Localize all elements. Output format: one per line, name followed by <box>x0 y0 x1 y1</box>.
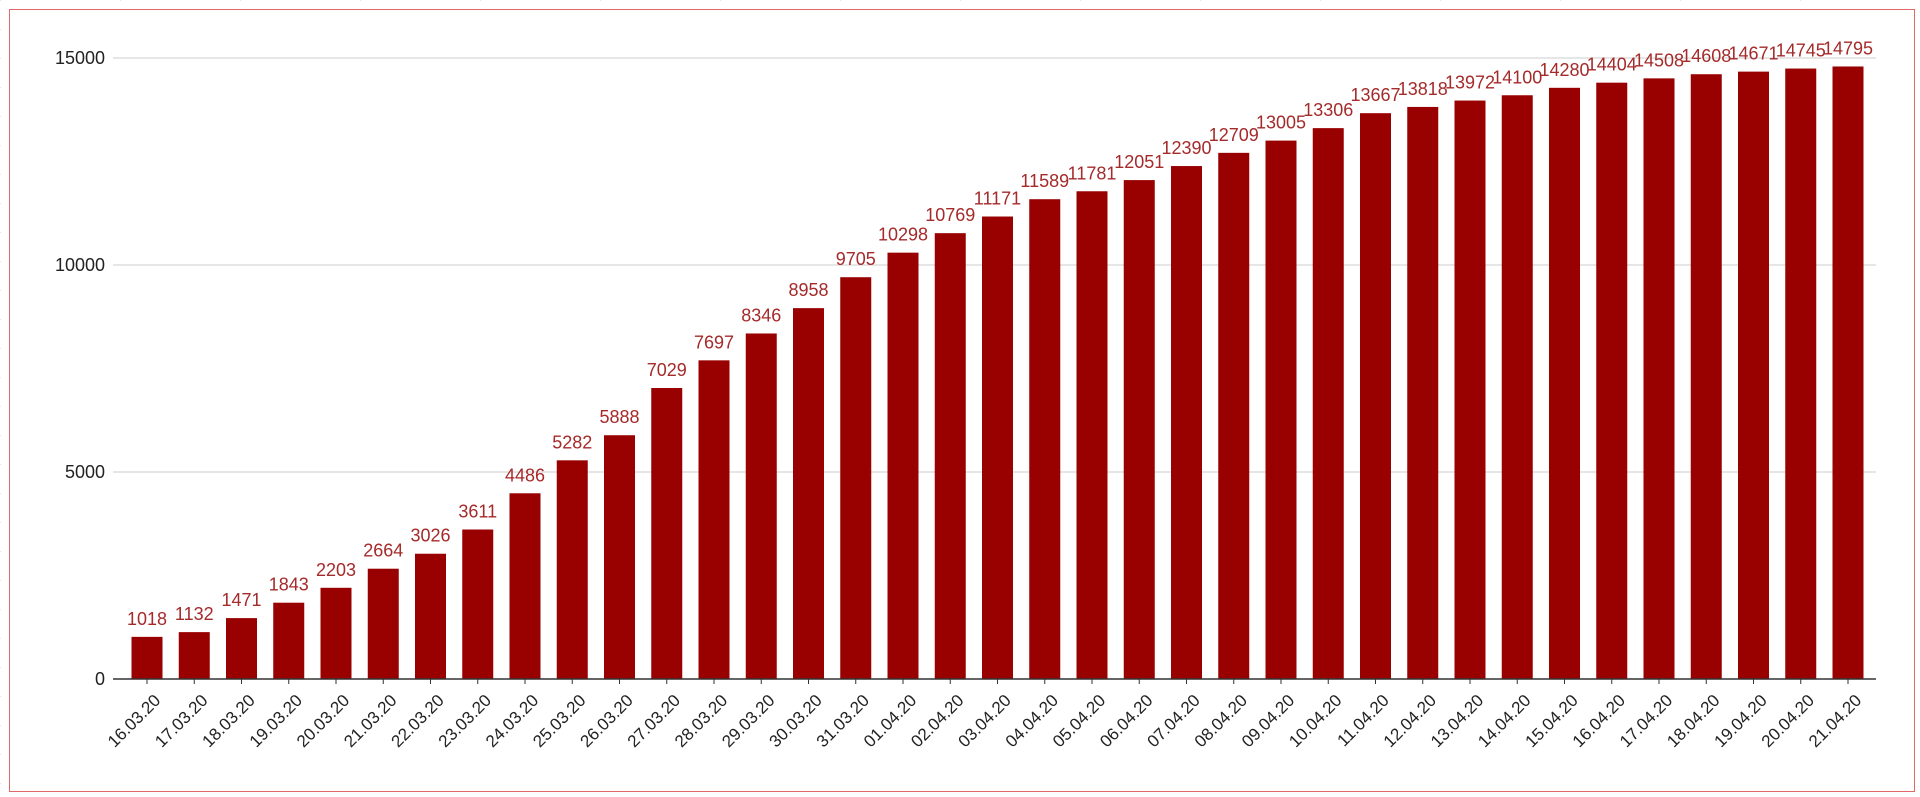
bar <box>509 493 541 679</box>
bar <box>934 233 966 680</box>
bar <box>1832 66 1864 679</box>
bar <box>1171 166 1202 679</box>
data-label: 11781 <box>1068 163 1117 183</box>
bar <box>840 277 872 679</box>
data-label: 14404 <box>1587 55 1637 75</box>
data-label: 14100 <box>1492 67 1542 87</box>
data-label: 2203 <box>316 560 356 580</box>
data-label: 3611 <box>458 502 497 522</box>
data-label: 14745 <box>1776 41 1826 61</box>
data-label: 12709 <box>1209 125 1259 145</box>
bar <box>415 553 446 679</box>
data-label: 11171 <box>974 189 1021 209</box>
data-label: 10298 <box>878 225 928 245</box>
bar <box>887 252 919 680</box>
bar <box>1690 74 1722 679</box>
bars <box>131 66 1864 680</box>
x-axis: 16.03.2017.03.2018.03.2019.03.2020.03.20… <box>104 678 1876 751</box>
bar <box>1454 100 1486 679</box>
data-label: 1132 <box>175 604 214 624</box>
data-label: 13306 <box>1303 100 1353 120</box>
data-label: 1018 <box>127 609 167 629</box>
bar <box>273 602 305 679</box>
data-label: 7029 <box>647 360 687 380</box>
data-label: 4486 <box>505 465 545 485</box>
bar <box>651 387 683 679</box>
bar <box>1407 106 1439 679</box>
y-axis: 0 5000 10000 15000 <box>55 48 105 689</box>
x-tick-label: 10.04.20 <box>1285 691 1345 751</box>
bar <box>1738 71 1769 679</box>
bar <box>367 568 399 679</box>
data-label: 7697 <box>694 332 734 352</box>
data-label: 14608 <box>1681 46 1731 66</box>
bar <box>1029 199 1061 679</box>
bar <box>604 435 635 679</box>
bar <box>1643 78 1675 680</box>
data-label: 12051 <box>1114 152 1164 172</box>
data-label: 14508 <box>1634 50 1684 70</box>
x-tick-label: 21.04.20 <box>1805 691 1865 751</box>
data-label: 14280 <box>1539 60 1589 80</box>
data-label: 8346 <box>741 305 781 325</box>
data-label: 13667 <box>1350 85 1400 105</box>
data-label: 5282 <box>552 432 592 452</box>
y-tick-label: 15000 <box>55 48 105 68</box>
bar <box>1076 191 1108 679</box>
bar <box>1360 113 1391 679</box>
data-label: 12390 <box>1161 138 1211 158</box>
data-label: 5888 <box>599 407 639 427</box>
data-label: 11589 <box>1020 171 1069 191</box>
data-label: 2664 <box>363 541 403 561</box>
bar <box>556 460 588 679</box>
data-label: 14671 <box>1728 44 1778 64</box>
bar <box>1312 128 1344 680</box>
data-labels: 1018 1132 1471 1843 2203 2664 3026 3611 4486 5282… <box>127 38 1873 628</box>
data-label: 8958 <box>788 280 828 300</box>
bar <box>1785 68 1817 679</box>
bar <box>1123 180 1155 679</box>
bar <box>793 308 824 679</box>
bar <box>1549 87 1580 680</box>
y-tick-label: 0 <box>95 669 105 689</box>
data-label: 14795 <box>1823 38 1873 58</box>
bar <box>131 636 163 679</box>
y-tick-label: 5000 <box>65 462 105 482</box>
bar <box>178 632 210 679</box>
bar <box>982 216 1013 679</box>
data-label: 13005 <box>1256 113 1306 133</box>
data-label: 13972 <box>1445 73 1495 93</box>
data-label: 1471 <box>221 590 261 610</box>
data-label: 3026 <box>410 526 450 546</box>
data-label: 9705 <box>836 249 876 269</box>
bar <box>698 360 730 679</box>
bar <box>745 333 777 679</box>
data-label: 13818 <box>1398 79 1448 99</box>
y-tick-label: 10000 <box>55 255 105 275</box>
bar <box>1596 82 1628 680</box>
bar <box>226 618 257 679</box>
data-label: 1843 <box>269 575 309 595</box>
bar <box>462 529 494 679</box>
bar <box>1265 140 1297 679</box>
bar <box>320 587 352 679</box>
bar <box>1501 95 1533 679</box>
data-label: 10769 <box>925 205 975 225</box>
bar <box>1218 152 1250 679</box>
